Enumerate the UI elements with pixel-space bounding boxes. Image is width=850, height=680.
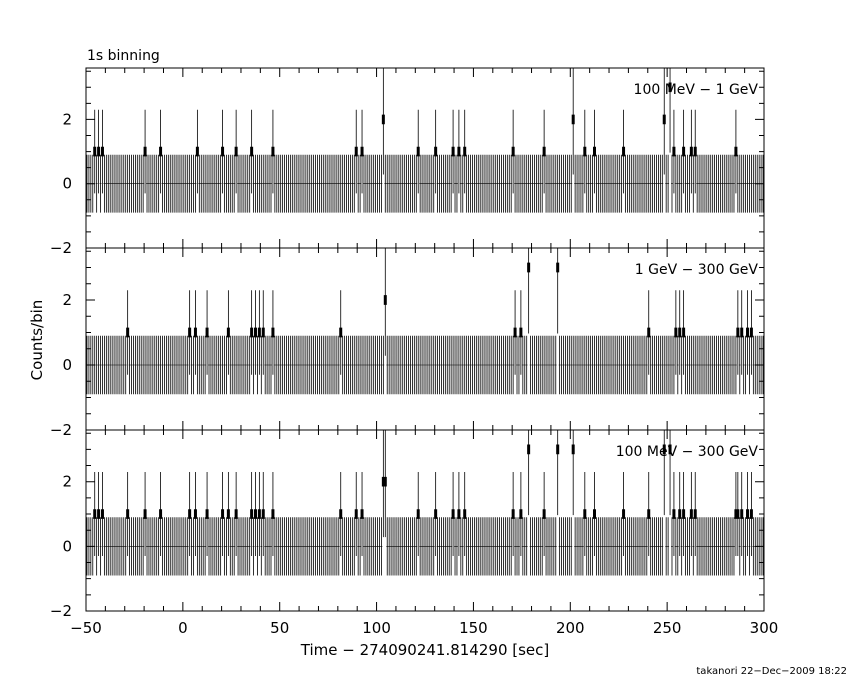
x-tick-label: 200 [556,619,585,637]
panel-data [86,248,764,395]
y-tick-label: −2 [50,602,72,620]
y-tick-label: 0 [62,175,72,193]
nonzero-bin-marks [93,444,753,519]
panel-label: 1 GeV − 300 GeV [635,262,759,278]
y-tick-label: 2 [62,110,72,128]
panel-label: 100 MeV − 300 GeV [616,444,759,460]
y-tick-label: 2 [62,291,72,309]
y-tick-label: 2 [62,473,72,491]
x-tick-label: 300 [750,619,779,637]
x-tick-label: 150 [459,619,488,637]
nonzero-bin-marks [126,262,753,338]
nonzero-bin-marks [93,82,738,157]
panel-1: −2 0 2 100 MeV − 1 GeV [50,67,765,257]
panel-3: −2 0 2 100 MeV − 300 GeV [50,429,765,620]
x-tick-label: 250 [653,619,682,637]
error-bars [86,430,764,576]
panel-label: 100 MeV − 1 GeV [634,82,759,98]
y-tick-label: 0 [62,356,72,374]
x-axis-title: Time − 274090241.814290 [sec] [300,641,550,659]
footer-stamp: takanori 22−Dec−2009 18:22 [696,666,847,677]
x-tick-label: −50 [70,619,102,637]
panel-data [86,430,764,576]
chart-title: 1s binning [87,48,160,64]
error-bars [86,68,764,213]
panel-frame [85,429,765,612]
error-bars [86,248,764,395]
x-tick-label: 0 [178,619,188,637]
y-tick-label: 0 [62,537,72,555]
panel-ticks [85,430,765,612]
x-axis: −50 0 50 100 150 200 250 300 [70,619,778,637]
y-tick-label: −2 [50,421,72,439]
x-tick-label: 100 [362,619,391,637]
panel-2: −2 0 2 1 GeV − 300 GeV [50,247,765,439]
y-tick-label: −2 [50,239,72,257]
panel-data [86,68,764,213]
x-tick-label: 50 [270,619,289,637]
y-axis-title: Counts/bin [28,300,46,381]
